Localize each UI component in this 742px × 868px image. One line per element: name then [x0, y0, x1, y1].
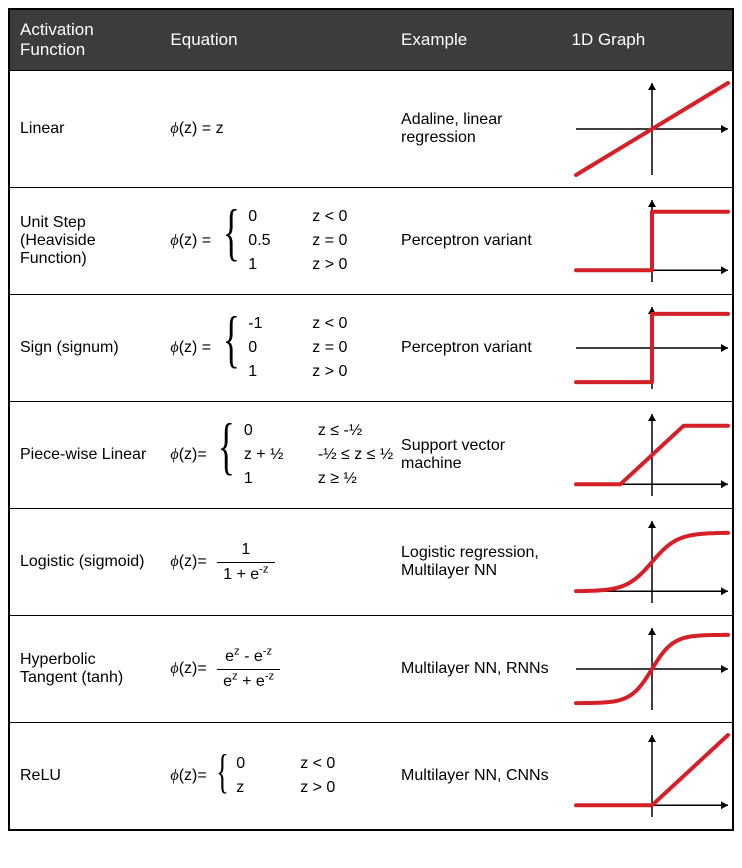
activation-functions-table-frame: Activation Function Equation Example 1D …	[8, 8, 734, 831]
cell-name: Linear	[10, 71, 160, 188]
cell-equation: ϕ(z)= {0z < 0zz > 0	[160, 723, 391, 830]
function-graph	[572, 79, 732, 179]
equation: ϕ(z)= 11 + e-z	[170, 540, 381, 583]
equation: ϕ(z)= {0z < 0zz > 0	[170, 750, 381, 802]
function-graph	[572, 410, 732, 500]
col-header-name: Activation Function	[10, 10, 160, 71]
cell-example: Multilayer NN, CNNs	[391, 723, 561, 830]
cell-name: Logistic (sigmoid)	[10, 509, 160, 616]
equation: ϕ(z)= ez - e-zez + e-z	[170, 647, 381, 690]
col-header-example: Example	[391, 10, 561, 71]
table-row: ReLUϕ(z)= {0z < 0zz > 0Multilayer NN, CN…	[10, 723, 732, 830]
activation-functions-table: Activation Function Equation Example 1D …	[10, 10, 732, 829]
cell-graph	[562, 402, 733, 509]
table-row: Piece-wise Linearϕ(z)= {0z ≤ -½z + ½-½ ≤…	[10, 402, 732, 509]
cell-equation: ϕ(z)= ez - e-zez + e-z	[160, 616, 391, 723]
cell-example: Perceptron variant	[391, 295, 561, 402]
table-header-row: Activation Function Equation Example 1D …	[10, 10, 732, 71]
table-row: Hyperbolic Tangent (tanh)ϕ(z)= ez - e-ze…	[10, 616, 732, 723]
col-header-equation: Equation	[160, 10, 391, 71]
cell-example: Support vector machine	[391, 402, 561, 509]
function-graph	[572, 196, 732, 286]
function-graph	[572, 517, 732, 607]
cell-equation: ϕ(z) = {-1z < 00z = 01z > 0	[160, 295, 391, 402]
cell-graph	[562, 188, 733, 295]
cell-name: Sign (signum)	[10, 295, 160, 402]
cell-example: Adaline, linear regression	[391, 71, 561, 188]
cell-equation: ϕ(z) = z	[160, 71, 391, 188]
cell-name: ReLU	[10, 723, 160, 830]
cell-equation: ϕ(z) = {0z < 00.5z = 01z > 0	[160, 188, 391, 295]
equation: ϕ(z) = {-1z < 00z = 01z > 0	[170, 310, 381, 386]
cell-equation: ϕ(z)= {0z ≤ -½z + ½-½ ≤ z ≤ ½1z ≥ ½	[160, 402, 391, 509]
cell-graph	[562, 71, 733, 188]
function-graph	[572, 303, 732, 393]
cell-graph	[562, 295, 733, 402]
function-graph	[572, 731, 732, 821]
table-row: Logistic (sigmoid)ϕ(z)= 11 + e-zLogistic…	[10, 509, 732, 616]
col-header-graph: 1D Graph	[562, 10, 733, 71]
function-graph	[572, 624, 732, 714]
cell-example: Multilayer NN, RNNs	[391, 616, 561, 723]
table-row: Unit Step (Heaviside Function)ϕ(z) = {0z…	[10, 188, 732, 295]
cell-example: Perceptron variant	[391, 188, 561, 295]
cell-graph	[562, 509, 733, 616]
table-row: Linear ϕ(z) = z Adaline, linear regression	[10, 71, 732, 188]
cell-name: Unit Step (Heaviside Function)	[10, 188, 160, 295]
equation: ϕ(z) = {0z < 00.5z = 01z > 0	[170, 203, 381, 279]
cell-graph	[562, 723, 733, 830]
cell-equation: ϕ(z)= 11 + e-z	[160, 509, 391, 616]
equation: ϕ(z) = z	[170, 120, 381, 138]
equation: ϕ(z)= {0z ≤ -½z + ½-½ ≤ z ≤ ½1z ≥ ½	[170, 417, 381, 493]
cell-graph	[562, 616, 733, 723]
cell-name: Piece-wise Linear	[10, 402, 160, 509]
cell-example: Logistic regression, Multilayer NN	[391, 509, 561, 616]
table-row: Sign (signum)ϕ(z) = {-1z < 00z = 01z > 0…	[10, 295, 732, 402]
cell-name: Hyperbolic Tangent (tanh)	[10, 616, 160, 723]
